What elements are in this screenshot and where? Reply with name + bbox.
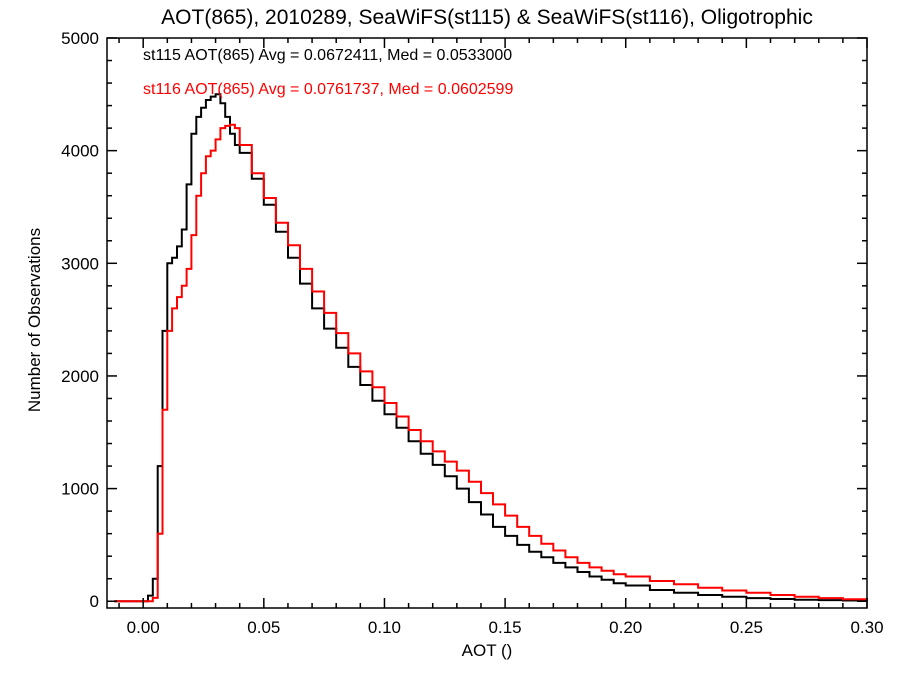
plot-frame: [106, 37, 868, 609]
chart-title: AOT(865), 2010289, SeaWiFS(st115) & SeaW…: [161, 6, 813, 29]
series-line-0: [114, 93, 868, 603]
y-tick-label: 4000: [61, 142, 99, 161]
x-tick-label: 0.20: [609, 618, 642, 637]
legend-annotation-st116: st116 AOT(865) Avg = 0.0761737, Med = 0.…: [143, 81, 513, 98]
x-tick-label: 0.00: [127, 618, 160, 637]
x-tick-label: 0.05: [247, 618, 280, 637]
legend-annotation-st115: st115 AOT(865) Avg = 0.0672411, Med = 0.…: [143, 47, 512, 64]
x-tick-label: 0.15: [489, 618, 522, 637]
axis-ticks: 0.00 0.05 0.10 0.15 0.20 0.25 0.30 0 1000 2000 300…: [61, 29, 883, 637]
x-tick-label: 0.30: [850, 618, 883, 637]
plot-lines: [114, 93, 868, 603]
y-tick-label: 3000: [61, 254, 99, 273]
y-tick-label: 5000: [61, 29, 99, 48]
x-tick-label: 0.25: [730, 618, 763, 637]
y-tick-label: 0: [90, 592, 99, 611]
x-tick-label: 0.10: [368, 618, 401, 637]
y-tick-label: 2000: [61, 367, 99, 386]
y-tick-label: 1000: [61, 480, 99, 499]
y-axis-label: Number of Observations: [25, 228, 44, 412]
x-axis-label: AOT (): [462, 641, 513, 660]
series-line-1: [114, 123, 868, 603]
